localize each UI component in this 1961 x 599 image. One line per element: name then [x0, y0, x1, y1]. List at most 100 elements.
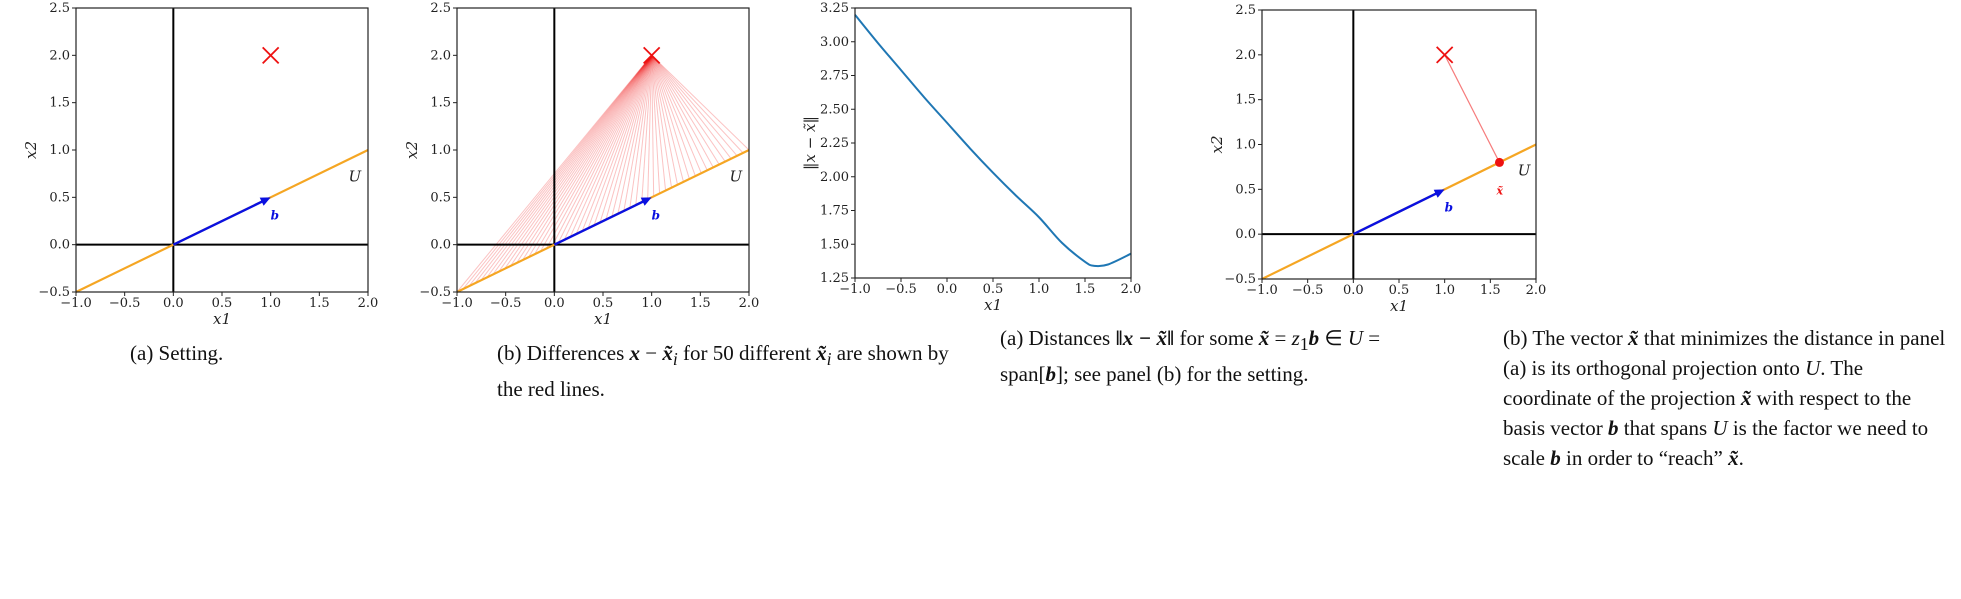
y-tick-label: −0.5	[1224, 272, 1256, 287]
x-tick-label: 0.5	[593, 296, 614, 311]
difference-line	[651, 55, 732, 159]
x-tick-label: 0.5	[212, 296, 233, 311]
difference-line	[651, 55, 684, 182]
difference-line	[599, 55, 653, 223]
y-axis-label: x2	[403, 141, 421, 159]
basis-vector-arrowhead	[1433, 189, 1445, 198]
difference-line	[480, 55, 653, 281]
x-tick-label: 2.0	[1526, 283, 1547, 298]
projection-point	[1494, 157, 1504, 167]
x-tick-label: 0.0	[937, 282, 958, 297]
y-tick-label: 1.0	[49, 143, 70, 158]
y-tick-label: 0.5	[49, 190, 70, 205]
difference-line	[611, 55, 653, 217]
difference-line	[593, 55, 653, 226]
y-tick-label: 2.25	[820, 136, 849, 151]
projection-plot: Ubx̃−1.0 −0.5 0.0 0.5 1.0 1.5 2.0−0.50.00.51.0…	[1208, 3, 1547, 315]
difference-line	[635, 55, 653, 206]
x-tick-label: 0.5	[983, 282, 1004, 297]
distances-plot: −1.0 −0.5 0.0 0.5 1.0 1.5 2.0 1.25 1.50 1.75 2.00 2…	[801, 1, 1142, 314]
y-tick-label: 2.0	[430, 48, 451, 63]
x-tick-label: −1.0	[839, 282, 871, 297]
point-x-marker	[262, 46, 280, 64]
difference-line	[651, 55, 720, 165]
x-tick-label: 2.0	[358, 296, 379, 311]
difference-line	[510, 55, 653, 267]
difference-line	[651, 55, 702, 174]
difference-line	[581, 55, 653, 232]
x-tick-label: −0.5	[1292, 283, 1324, 298]
x-axis-label: x1	[984, 296, 1002, 314]
difference-line	[462, 55, 653, 290]
y-tick-label: 1.50	[820, 237, 849, 252]
subspace-label-u: U	[349, 167, 363, 185]
y-tick-label: 1.25	[820, 271, 849, 286]
difference-line	[587, 55, 653, 229]
y-tick-label: 1.5	[430, 96, 451, 111]
difference-line	[498, 55, 653, 273]
difference-line	[551, 55, 653, 246]
y-tick-label: 0.0	[430, 238, 451, 253]
projection-line	[1444, 54, 1501, 163]
x-tick-label: 1.5	[1075, 282, 1096, 297]
basis-vector-b	[1352, 191, 1440, 236]
x-tick-label: −1.0	[1246, 283, 1278, 298]
x-axis-label: x1	[213, 310, 231, 328]
y-tick-label: 1.0	[1235, 138, 1256, 153]
difference-line	[651, 54, 744, 154]
caption-setting: (a) Setting.	[130, 338, 390, 368]
difference-line	[468, 55, 653, 287]
x-tick-label: −0.5	[490, 296, 522, 311]
y-tick-label: 2.5	[49, 1, 70, 16]
y-tick-label: 0.5	[1235, 182, 1256, 197]
y-tick-label: 3.00	[820, 35, 849, 50]
plot-frame	[1261, 9, 1537, 280]
basis-vector-label-b: b	[652, 208, 660, 222]
difference-line	[575, 55, 653, 235]
y-tick-label: 2.50	[820, 102, 849, 117]
basis-vector-b	[553, 199, 647, 246]
difference-line	[522, 55, 653, 261]
difference-line	[486, 55, 653, 278]
caption-projection: (b) The vector x̃ that minimizes the dis…	[1503, 326, 1946, 470]
difference-line	[623, 55, 653, 211]
x-tick-label: 1.5	[1480, 283, 1501, 298]
y-tick-label: 2.5	[1235, 3, 1256, 18]
difference-line	[651, 55, 655, 197]
basis-vector-arrowhead	[640, 197, 652, 206]
basis-vector-label-b: b	[271, 208, 279, 222]
difference-line	[504, 55, 653, 270]
difference-line	[545, 55, 653, 249]
x-axis-label: x1	[1390, 297, 1408, 315]
y-tick-label: −0.5	[419, 285, 451, 300]
x-tick-label: 2.0	[1121, 282, 1142, 297]
basis-vector-label-b: b	[1445, 200, 1453, 214]
difference-line	[651, 55, 714, 168]
x-tick-label: −1.0	[60, 296, 92, 311]
difference-line	[651, 55, 667, 191]
y-tick-label: 3.25	[820, 1, 849, 16]
x-tick-label: 1.0	[260, 296, 281, 311]
y-tick-label: 2.00	[820, 170, 849, 185]
caption-differences: (b) Differences x − x̃i for 50 different…	[497, 341, 949, 402]
difference-line	[641, 55, 653, 203]
y-tick-label: 2.75	[820, 69, 849, 84]
setting-plot: Ub−1.0 −0.5 0.0 0.5 1.0 1.5 2.0−0.50.00.51.01.…	[22, 1, 379, 328]
x-tick-label: 1.5	[690, 296, 711, 311]
y-tick-label: 0.0	[1235, 227, 1256, 242]
difference-line	[539, 55, 653, 252]
x-tick-label: 0.5	[1389, 283, 1410, 298]
difference-line	[516, 55, 653, 264]
distance-curve	[854, 14, 1132, 268]
x-axis-label: x1	[594, 310, 612, 328]
y-tick-label: 0.0	[49, 238, 70, 253]
difference-line	[651, 55, 738, 157]
y-axis-label: ‖x − x̃‖	[801, 116, 819, 170]
x-tick-label: 1.0	[1029, 282, 1050, 297]
caption-distances: (a) Distances ‖x − x̃‖ for some x̃ = z1b…	[1000, 326, 1381, 387]
x-tick-label: 0.0	[163, 296, 184, 311]
y-axis-label: x2	[22, 141, 40, 159]
x-tick-label: −0.5	[885, 282, 917, 297]
